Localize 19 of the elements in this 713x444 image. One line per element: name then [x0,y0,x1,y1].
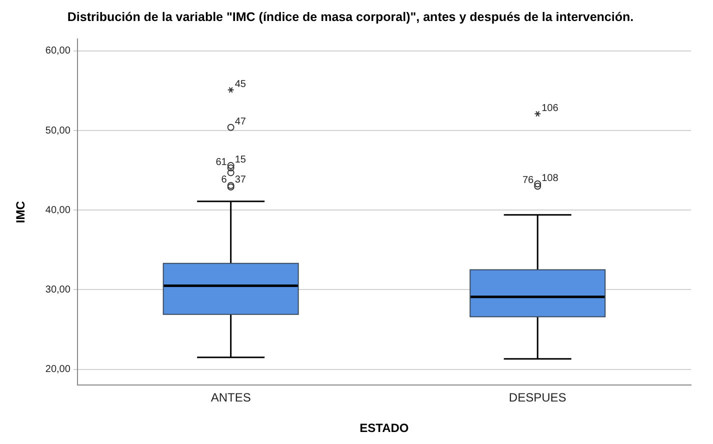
annotation: 76 [522,175,534,186]
x-tick-label: DESPUES [508,390,566,405]
annotation: 45 [234,78,246,90]
y-tick-label: 60,00 [45,46,71,57]
y-tick-label: 20,00 [45,364,71,376]
chart-title: Distribución de la variable "IMC (índice de masa corporal)", antes y después de la intervención. [67,10,634,24]
y-tick-label: 40,00 [45,204,71,216]
x-axis-title: ESTADO [360,421,409,436]
annotation: 47 [234,116,246,128]
annotation: 108 [542,172,559,184]
annotation: 61 [216,156,228,168]
annotation: 106 [542,102,559,114]
x-tick-label: ANTES [210,390,251,405]
annotation: 15 [234,154,246,166]
y-tick-label: 30,00 [45,284,71,296]
y-axis-title: IMC [14,200,28,224]
annotation: 37 [234,174,246,186]
y-tick-label: 50,00 [45,125,71,136]
annotation: 6 [221,174,228,186]
